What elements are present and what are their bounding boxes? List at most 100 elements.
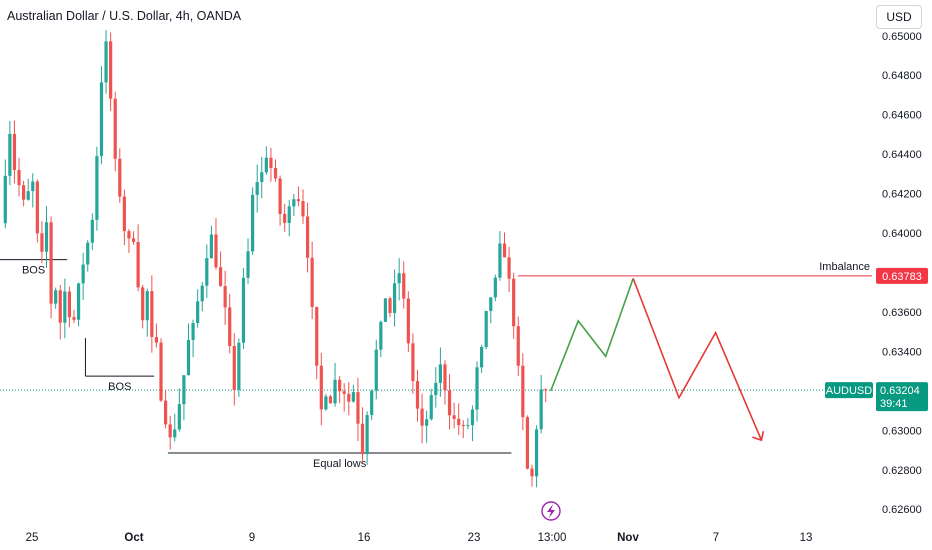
current-price-badge [876,382,928,412]
imbalance-price-badge-text: 0.63783 [882,271,922,283]
currency-button[interactable]: USD [876,5,922,29]
candle-body [122,196,126,232]
x-tick-label: 13:00 [538,532,567,544]
candle-body [63,291,67,323]
candle [40,221,44,264]
candle [470,405,475,442]
candle [218,251,223,287]
candle-body [333,379,337,404]
candle [516,316,520,377]
candle [141,284,145,329]
candle-body [470,409,475,426]
candle [383,298,388,322]
candle [338,376,342,404]
candle-body [443,364,447,391]
candle-body [86,242,90,265]
candle [530,464,534,487]
candle-body [191,322,195,340]
candle [461,420,465,439]
y-tick-label: 0.64200 [882,189,922,201]
x-tick-label: Nov [617,532,639,544]
candle-body [163,400,168,425]
candle [163,389,168,429]
candle-body [168,424,172,438]
candle-body [136,241,140,288]
candle-body [54,290,58,304]
candle-body [493,277,497,298]
candle-body [296,199,301,202]
candle [35,179,39,243]
candle-body [480,346,484,368]
candle [67,286,72,328]
candle [191,319,195,358]
candle [209,225,213,259]
candle [127,229,131,253]
candle [12,120,17,184]
candle-body [447,390,452,416]
candle [507,246,511,293]
candle [241,267,246,349]
candle-body [521,365,525,418]
candle-body [113,98,117,159]
candle [49,216,53,319]
y-tick-label: 0.65000 [882,31,922,43]
candle [379,320,383,358]
candle [415,369,420,422]
candle [457,403,461,436]
candle-body [118,158,122,197]
candle-body [283,213,287,223]
countdown-text: 39:41 [880,398,908,410]
candle-body [502,243,507,258]
candle [360,407,365,464]
candle-body [402,273,406,299]
candle [283,203,287,232]
flash-event-icon[interactable] [541,501,561,521]
candle-body [81,264,85,284]
candle-body [475,367,479,410]
candle [347,381,351,416]
candle-body [360,423,365,455]
candle-body [525,417,530,469]
candle-body [544,389,548,391]
candle-body [150,291,154,337]
candle [301,189,305,225]
candle [324,393,328,411]
candle-body [3,175,7,224]
candle-body [35,181,39,234]
candle [72,309,76,324]
candle [81,252,85,300]
candle-body [44,222,49,252]
candle [186,323,191,376]
candle-body [278,178,282,214]
candle [150,275,154,353]
candle [58,285,62,340]
candle [480,344,484,373]
y-tick-label: 0.62800 [882,465,922,477]
candle [402,261,406,309]
candle [525,415,530,470]
candle-body [145,291,149,321]
candle [370,389,374,420]
candle [145,288,149,337]
candle [365,411,369,465]
candle [434,367,438,408]
candle-body [177,404,181,430]
candle-body [200,285,204,302]
candle [118,148,122,203]
candle-body [218,267,223,287]
candle-body [67,291,72,318]
candle-body [347,393,351,402]
candle-body [173,429,177,438]
candle-body [31,181,35,192]
candle-body [264,157,268,173]
y-tick-label: 0.63000 [882,425,922,437]
candle [90,213,94,251]
candle-body [159,342,163,401]
candle [484,310,488,350]
y-tick-label: 0.64800 [882,70,922,82]
imbalance-label: Imbalance [819,261,870,273]
candle [104,30,108,94]
candle [177,388,181,432]
candle [264,146,268,175]
